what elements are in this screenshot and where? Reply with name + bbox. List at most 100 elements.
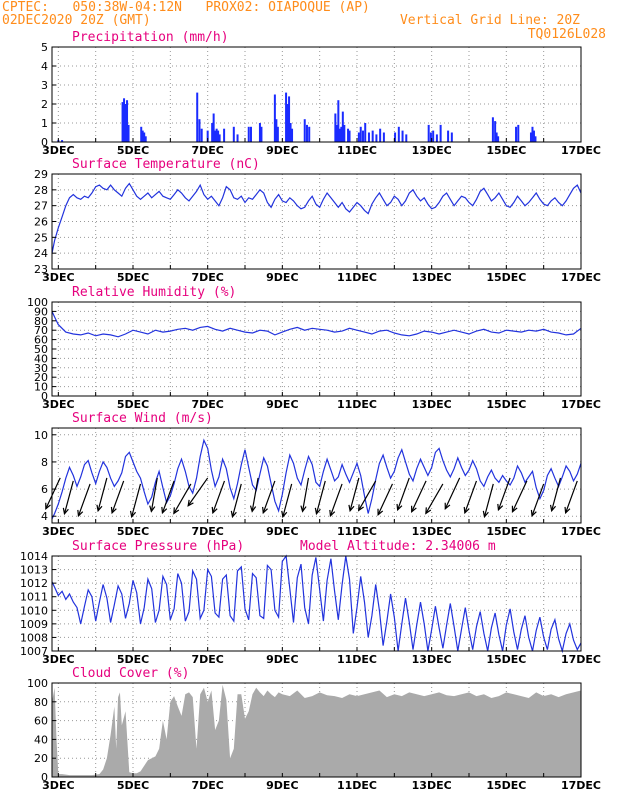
precipitation-ytick-label: 2 [41, 98, 48, 111]
wind-arrow-head [377, 508, 384, 516]
pressure-ytick-label: 1007 [20, 645, 48, 658]
precipitation-bar [291, 128, 294, 142]
precipitation-bar [215, 128, 218, 142]
wind-arrow [464, 480, 478, 514]
precipitation-bar [285, 92, 288, 142]
humidity-xtick-label: 5DEC [117, 398, 149, 411]
wind-xtick-label: 9DEC [266, 525, 298, 538]
precipitation-bar [260, 126, 263, 142]
wind-arrow [511, 480, 528, 512]
wind-arrow-head [411, 505, 417, 513]
precipitation-bar [232, 126, 235, 142]
temperature-ytick-label: 28 [34, 184, 48, 197]
humidity-ytick-label: 0 [41, 390, 48, 403]
cloud-ytick-label: 60 [34, 715, 48, 728]
pressure-annotation: Model Altitude: 2.34006 m [300, 539, 496, 554]
wind-arrow [187, 477, 209, 507]
precipitation-bar [236, 134, 239, 142]
precipitation-xtick-label: 9DEC [266, 144, 298, 157]
precipitation-bar [357, 132, 360, 142]
wind-arrow-head [173, 507, 180, 515]
humidity-ytick-label: 50 [34, 343, 48, 356]
precipitation-bar [124, 104, 127, 142]
wind-xtick-label: 15DEC [486, 525, 526, 538]
precipitation-bar [335, 124, 338, 142]
precipitation-bar [348, 130, 351, 142]
pressure-ytick-label: 1008 [20, 631, 48, 644]
precipitation-bar [286, 104, 289, 142]
wind-arrow [444, 477, 461, 509]
pressure-xtick-label: 7DEC [191, 653, 223, 666]
pressure-ytick-label: 1009 [20, 618, 48, 631]
wind-arrow [161, 480, 175, 514]
precipitation-bar [273, 94, 276, 142]
wind-arrow-head [149, 505, 156, 513]
precipitation-bar [347, 128, 350, 142]
wind-arrow-head [329, 509, 336, 518]
precipitation-bar [196, 92, 199, 142]
temperature-title: Surface Temperature (nC) [72, 157, 260, 172]
precipitation-xtick-label: 13DEC [412, 144, 452, 157]
humidity-ytick-label: 100 [27, 296, 48, 309]
precipitation-bar [305, 124, 308, 142]
precipitation-bar [371, 130, 374, 142]
precipitation-bar [206, 130, 209, 142]
precipitation-bar [288, 96, 291, 142]
wind-arrow-head [110, 506, 117, 515]
wind-arrow-head [482, 510, 489, 519]
wind-arrow-head [230, 510, 237, 519]
station-header: CPTEC: 050:38W-04:12N PROX02: OIAPOQUE (… [2, 0, 370, 15]
humidity-xtick-label: 11DEC [337, 398, 377, 411]
wind-arrow-head [357, 504, 364, 512]
precipitation-bar [212, 113, 215, 142]
wind-arrow-head [444, 502, 451, 510]
pressure-xtick-label: 13DEC [412, 653, 452, 666]
precipitation-bar [141, 130, 144, 142]
wind-arrow-head [300, 505, 307, 513]
cloud-frame [51, 682, 582, 778]
precipitation-bar [214, 130, 217, 142]
precipitation-bar [364, 123, 367, 142]
precipitation-bar [529, 132, 532, 142]
wind-arrow-head [511, 505, 518, 513]
precipitation-xtick-label: 7DEC [191, 144, 223, 157]
wind-arrow [262, 480, 276, 514]
pressure-ytick-label: 1013 [20, 564, 48, 577]
cloud-xtick-label: 15DEC [486, 779, 526, 792]
wind-arrow [131, 483, 142, 517]
precipitation-bar [223, 128, 226, 142]
wind-arrow [411, 480, 427, 512]
pressure-xtick-label: 3DEC [42, 653, 74, 666]
temperature-series-line [51, 182, 582, 254]
precipitation-bar [435, 134, 438, 142]
temperature-ytick-label: 29 [34, 168, 48, 181]
precipitation-bar [397, 126, 400, 142]
wind-arrow-head [262, 506, 268, 515]
wind-arrow-head [549, 504, 557, 513]
humidity-ytick-label: 20 [34, 371, 48, 384]
precipitation-bar [450, 132, 453, 142]
wind-arrow-head [62, 507, 69, 516]
humidity-ytick-label: 80 [34, 315, 48, 328]
cloud-xtick-label: 7DEC [191, 779, 223, 792]
temperature-xtick-label: 11DEC [337, 271, 377, 284]
cloud-xtick-label: 9DEC [266, 779, 298, 792]
precipitation-bar [123, 98, 126, 142]
wind-arrow-head [425, 507, 432, 515]
precipitation-bar [429, 132, 432, 142]
pressure-xtick-label: 11DEC [337, 653, 377, 666]
pressure-xtick-label: 5DEC [117, 653, 149, 666]
wind-arrow [97, 477, 108, 511]
precipitation-bar [375, 134, 378, 142]
wind-ytick-label: 4 [41, 510, 48, 523]
humidity-xtick-label: 9DEC [266, 398, 298, 411]
precipitation-bar [275, 119, 278, 142]
precipitation-ytick-label: 0 [41, 136, 48, 149]
pressure-ytick-label: 1010 [20, 604, 48, 617]
temperature-xtick-label: 7DEC [191, 271, 223, 284]
humidity-xtick-label: 15DEC [486, 398, 526, 411]
precipitation-bar [338, 128, 341, 142]
precipitation-bar [200, 128, 203, 142]
wind-xtick-label: 7DEC [191, 525, 223, 538]
pressure-xtick-label: 17DEC [561, 653, 601, 666]
